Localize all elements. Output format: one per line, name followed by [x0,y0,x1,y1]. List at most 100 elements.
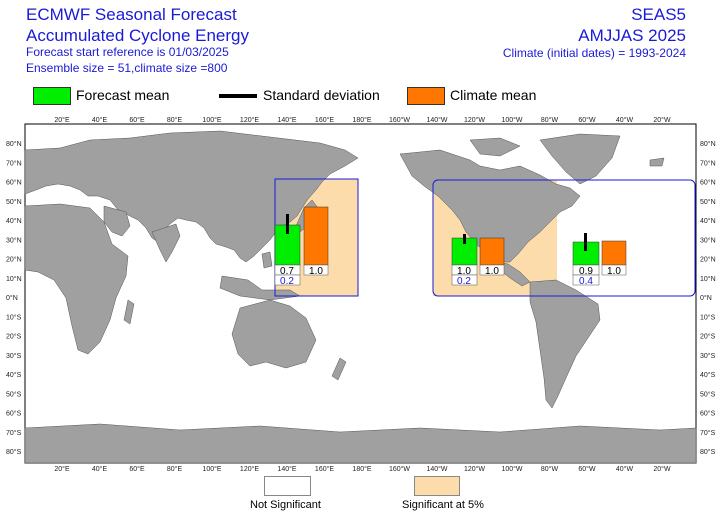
lat-tick-label-right: 60°N [700,179,716,187]
lon-tick-label-top: 120°E [240,116,259,124]
lat-tick-label-right: 0°N [700,294,712,302]
climate-mean-label: Climate mean [450,87,537,103]
enp-p-value: 0.2 [457,276,471,287]
lat-tick-label-left: 30°S [6,352,22,360]
natl-forecast-ratio: 0.9 [579,266,593,277]
lon-tick-label-top: 140°E [277,116,296,124]
std-dev-swatch [219,94,257,98]
lon-tick-label-bottom: 60°W [578,465,596,473]
lon-tick-label-top: 100°W [501,116,522,124]
not-significant-swatch [264,476,311,496]
significant-label: Significant at 5% [402,499,484,511]
lon-tick-label-top: 80°W [541,116,559,124]
lon-tick-label-bottom: 40°E [92,465,108,473]
arctic-islands [469,137,521,157]
wnp-p-value: 0.2 [280,276,294,287]
lon-tick-label-top: 120°W [464,116,485,124]
climate-reference: Climate (initial dates) = 1993-2024 [502,46,686,60]
lon-tick-label-top: 160°W [389,116,410,124]
lat-tick-label-left: 50°S [6,390,22,398]
lat-tick-label-right: 30°N [700,236,716,244]
natl-climate-ratio: 1.0 [607,266,621,277]
lon-tick-label-top: 20°W [653,116,671,124]
lat-tick-label-right: 70°N [700,159,716,167]
nh-east-region-box [432,179,696,297]
lon-tick-label-bottom: 20°E [54,465,70,473]
enp-bars: 1.0 1.0 0.2 [451,234,505,287]
lat-tick-label-right: 30°S [700,352,716,360]
lon-tick-label-top: 60°E [129,116,145,124]
lat-tick-label-right: 80°S [700,448,716,456]
significant-swatch [414,476,460,496]
natl-bars: 0.9 1.0 0.4 [572,233,627,287]
title-line-2: Accumulated Cyclone Energy [26,26,250,45]
iceland [649,157,665,167]
not-significant-label: Not Significant [250,499,321,511]
start-reference: Forecast start reference is 01/03/2025 [26,45,229,59]
land [24,130,697,464]
lat-tick-label-left: 20°N [6,256,22,264]
natl-climate-bar [601,240,627,266]
forecast-period: AMJJAS 2025 [578,26,686,45]
lon-tick-label-bottom: 100°W [501,465,522,473]
lon-tick-label-bottom: 120°W [464,465,485,473]
lon-tick-label-top: 100°E [202,116,221,124]
enp-stddev-bar [463,234,466,244]
lat-tick-label-left: 40°S [6,371,22,379]
lon-tick-label-top: 180°E [352,116,371,124]
lon-tick-label-top: 40°E [92,116,108,124]
lat-tick-label-left: 60°S [6,410,22,418]
lon-tick-label-bottom: 20°W [653,465,671,473]
lon-tick-label-top: 80°E [167,116,183,124]
lat-tick-label-left: 10°S [6,313,22,321]
lon-tick-label-bottom: 180°E [352,465,371,473]
lat-tick-label-left: 30°N [6,236,22,244]
lat-tick-label-left: 70°N [6,159,22,167]
lon-tick-label-bottom: 80°E [167,465,183,473]
india [151,223,181,263]
enp-climate-ratio: 1.0 [485,266,499,277]
lon-tick-label-top: 160°E [315,116,334,124]
lat-tick-label-right: 70°S [700,429,716,437]
north-america [399,149,581,263]
lat-tick-label-left: 70°S [6,429,22,437]
lat-tick-label-left: 20°S [6,333,22,341]
wnp-climate-ratio: 1.0 [309,266,323,277]
lat-tick-label-right: 20°S [700,333,716,341]
enp-climate-bar [479,237,505,266]
lat-tick-label-right: 80°N [700,140,716,148]
philippines [261,251,273,269]
africa [24,203,129,355]
lon-tick-label-top: 40°W [616,116,634,124]
lon-tick-label-top: 20°E [54,116,70,124]
lat-tick-label-right: 50°S [700,390,716,398]
lat-tick-label-right: 40°N [700,217,716,225]
antarctica [24,423,697,464]
forecast-mean-swatch [33,87,71,105]
lat-tick-label-right: 50°N [700,198,716,206]
title-line-1: ECMWF Seasonal Forecast [26,5,237,24]
lat-tick-label-right: 10°S [700,313,716,321]
lon-tick-label-bottom: 40°W [616,465,634,473]
new-zealand [331,357,347,381]
std-dev-label: Standard deviation [263,87,380,103]
axis-ticks: 20°E 20°E 40°E 40°E 60°E 60°E 80°E 80°E 100°E 100… [6,116,716,473]
lon-tick-label-bottom: 80°W [541,465,559,473]
enp-forecast-ratio: 1.0 [457,266,471,277]
lon-tick-label-top: 60°W [578,116,596,124]
lon-tick-label-bottom: 60°E [129,465,145,473]
lat-tick-label-right: 40°S [700,371,716,379]
south-america [529,279,601,409]
lat-tick-label-left: 80°S [6,448,22,456]
climate-mean-swatch [407,87,445,105]
lat-tick-label-left: 60°N [6,179,22,187]
natl-stddev-bar [584,233,587,251]
lat-tick-label-right: 60°S [700,410,716,418]
wnp-climate-bar [303,206,329,266]
lon-tick-label-bottom: 120°E [240,465,259,473]
lat-tick-label-left: 0°N [6,294,18,302]
australia [231,299,317,369]
lat-tick-label-left: 80°N [6,140,22,148]
lon-tick-label-bottom: 160°W [389,465,410,473]
